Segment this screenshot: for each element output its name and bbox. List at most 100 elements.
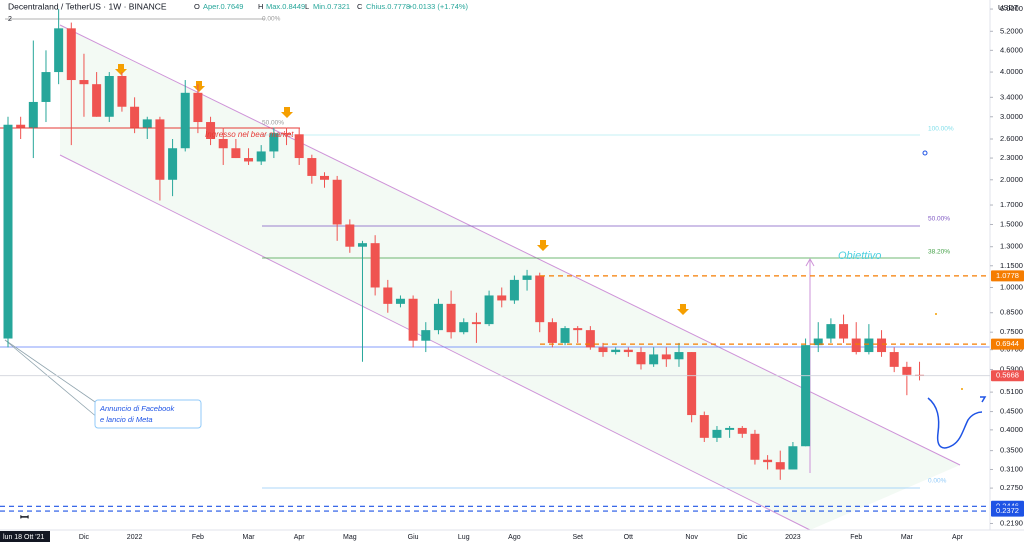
- y-tick-label: 4.0000: [1000, 67, 1023, 76]
- candle-body: [902, 366, 912, 375]
- arrows: [115, 64, 689, 315]
- callout-line: [4, 339, 99, 419]
- y-tick-label: 1.3000: [1000, 242, 1023, 251]
- candle-body: [864, 338, 874, 353]
- x-tick-label: Feb: [850, 534, 862, 541]
- level-box: [991, 370, 1024, 382]
- candle-body: [433, 303, 443, 331]
- candle-body: [218, 139, 228, 149]
- chart-title: Decentraland / TetherUS · 1W · BINANCE: [8, 1, 167, 11]
- candle-body: [839, 324, 849, 339]
- x-tick-label: 2022: [127, 534, 143, 541]
- y-tick-label: 6.0000: [1000, 4, 1023, 13]
- channel-upper: [59, 24, 961, 466]
- y-tick-label: 5.2000: [1000, 26, 1023, 35]
- candle-body: [725, 427, 735, 430]
- candle-body: [92, 84, 102, 117]
- y-tick-label: 0.3500: [1000, 446, 1023, 455]
- candle-body: [763, 459, 773, 463]
- candle-body: [649, 354, 659, 365]
- date-box: [0, 531, 50, 542]
- candle-body: [142, 119, 152, 128]
- header-item: O: [194, 2, 200, 11]
- fib-label: 100.00%: [928, 126, 954, 133]
- x-tick-label: 2023: [785, 534, 801, 541]
- fib-label: 0.00%: [928, 478, 947, 485]
- x-tick-label: Dic: [79, 534, 90, 541]
- fib-label: 50.00%: [262, 120, 284, 127]
- candle-body: [395, 298, 405, 304]
- candle-body: [674, 352, 684, 360]
- annotation: Obiettivo: [838, 250, 881, 262]
- callout-box: [94, 399, 202, 429]
- candle-body: [699, 415, 709, 438]
- candle-body: [573, 328, 583, 331]
- candle-body: [497, 295, 507, 301]
- candle-body: [79, 80, 89, 85]
- candle-body: [193, 92, 203, 123]
- target-arrow-head: [805, 257, 815, 267]
- candle-body: [484, 295, 494, 325]
- x-tick-label: Apr: [294, 534, 306, 541]
- candle-body: [16, 124, 26, 128]
- candle-body: [522, 275, 532, 280]
- candle-body: [117, 75, 127, 107]
- channel-lower: [59, 154, 811, 531]
- candle-body: [370, 243, 380, 288]
- level-box: [991, 270, 1024, 282]
- x-tick-label: Mar: [243, 534, 256, 541]
- candle-body: [408, 298, 418, 341]
- x-tick-label: Giu: [408, 534, 419, 541]
- candle-body: [421, 330, 431, 341]
- candle-body: [712, 429, 722, 438]
- candle-body: [383, 287, 393, 304]
- marker: [935, 313, 937, 315]
- fib-label: 50.00%: [928, 216, 950, 223]
- y-tick-label: 3.4000: [1000, 92, 1023, 101]
- header-item: Max.0.8449: [266, 2, 305, 11]
- candle-body: [130, 106, 140, 128]
- level-box: [991, 338, 1024, 350]
- y-tick-label: 1.5000: [1000, 219, 1023, 228]
- header-item: H: [258, 2, 263, 11]
- x-tick-label: Mar: [901, 534, 914, 541]
- y-tick-label: 1.1500: [1000, 261, 1023, 270]
- x-tick-label: Lug: [458, 534, 470, 541]
- y-tick-label: 0.4500: [1000, 407, 1023, 416]
- candle-body: [775, 462, 785, 470]
- level-label: 0.5668: [996, 371, 1019, 380]
- y-tick-label: 2.6000: [1000, 134, 1023, 143]
- candle-body: [826, 324, 836, 339]
- candle-body: [535, 275, 545, 323]
- candle-body: [231, 148, 241, 159]
- candle-body: [244, 158, 254, 162]
- header-item: Chius.0.7778: [366, 2, 410, 11]
- candle-body: [332, 179, 342, 225]
- x-tick-label: Set: [572, 534, 583, 541]
- candle-body: [471, 322, 481, 325]
- y-tick-label: 0.3100: [1000, 464, 1023, 473]
- header-item: C: [357, 2, 363, 11]
- callout-line: [4, 339, 99, 405]
- logo: ꟷ: [20, 512, 29, 524]
- candle-body: [206, 122, 216, 140]
- x-tick-label: Ott: [624, 534, 633, 541]
- x-tick-label: Nov: [685, 534, 698, 541]
- candle-body: [307, 158, 317, 176]
- x-tick-label: Apr: [952, 534, 964, 541]
- y-tick-label: 4.6000: [1000, 45, 1023, 54]
- candle-body: [54, 28, 64, 73]
- candle-body: [357, 243, 367, 247]
- header-item: +0.0133 (+1.74%): [408, 2, 469, 11]
- candle-body: [889, 352, 899, 367]
- x-tick-label: Ago: [508, 534, 521, 541]
- level-label: 0.6944: [996, 339, 1019, 348]
- annotation: Annuncio di Facebook: [99, 404, 175, 413]
- candle-body: [877, 338, 887, 353]
- candle-body: [737, 427, 747, 434]
- fib-label: 0.00%: [262, 16, 281, 23]
- forecast-curve: [927, 397, 983, 449]
- y-tick-label: 0.5900: [1000, 364, 1023, 373]
- header-item: Aper.0.7649: [203, 2, 243, 11]
- y-tick-label: 0.2190: [1000, 518, 1023, 527]
